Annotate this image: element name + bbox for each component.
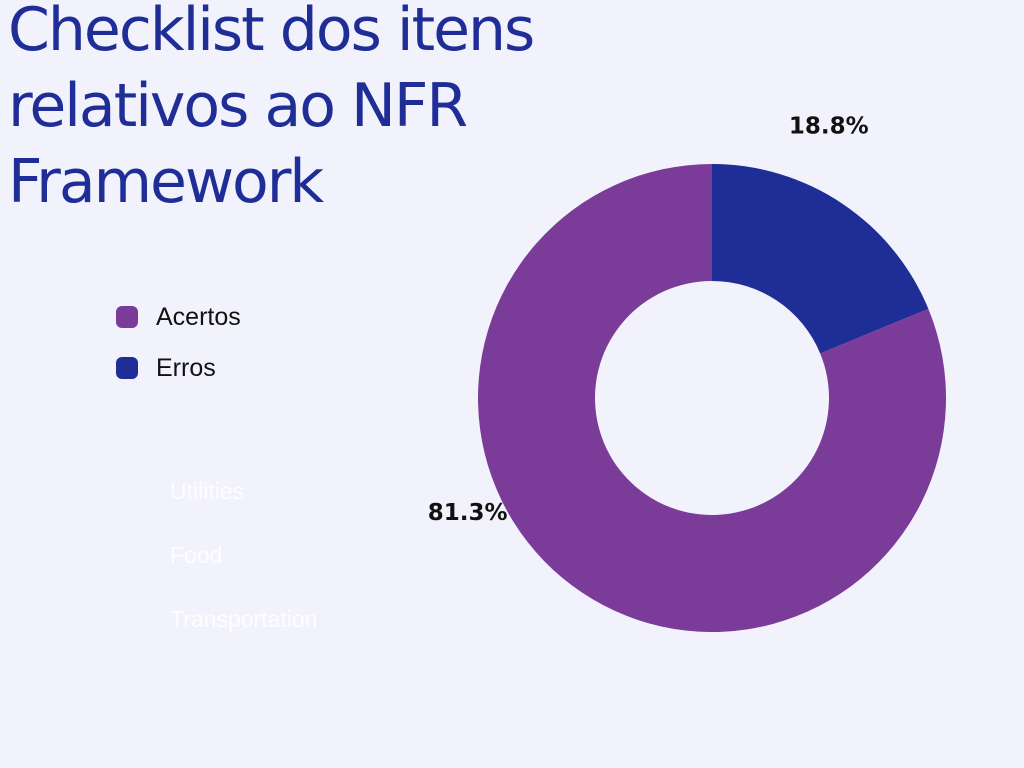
value-label-erros: 18.8% bbox=[789, 113, 869, 139]
faded-labels: Utilities Food Transportation bbox=[170, 478, 317, 670]
chart-title: Checklist dos itens relativos ao NFR Fra… bbox=[8, 0, 535, 217]
legend-item-erros: Erros bbox=[116, 351, 241, 385]
faded-label-transportation: Transportation bbox=[170, 606, 318, 632]
legend-label-erros: Erros bbox=[156, 353, 216, 382]
legend: Acertos Erros bbox=[116, 300, 241, 402]
faded-label-utilities: Utilities bbox=[170, 478, 245, 504]
legend-swatch-erros bbox=[116, 357, 138, 379]
donut-slice-erros bbox=[712, 164, 929, 354]
legend-label-acertos: Acertos bbox=[156, 302, 241, 331]
legend-item-acertos: Acertos bbox=[116, 300, 241, 334]
faded-label-food: Food bbox=[170, 542, 223, 568]
value-label-acertos: 81.3% bbox=[428, 500, 508, 526]
legend-swatch-acertos bbox=[116, 306, 138, 328]
donut-slice-acertos bbox=[478, 164, 946, 632]
